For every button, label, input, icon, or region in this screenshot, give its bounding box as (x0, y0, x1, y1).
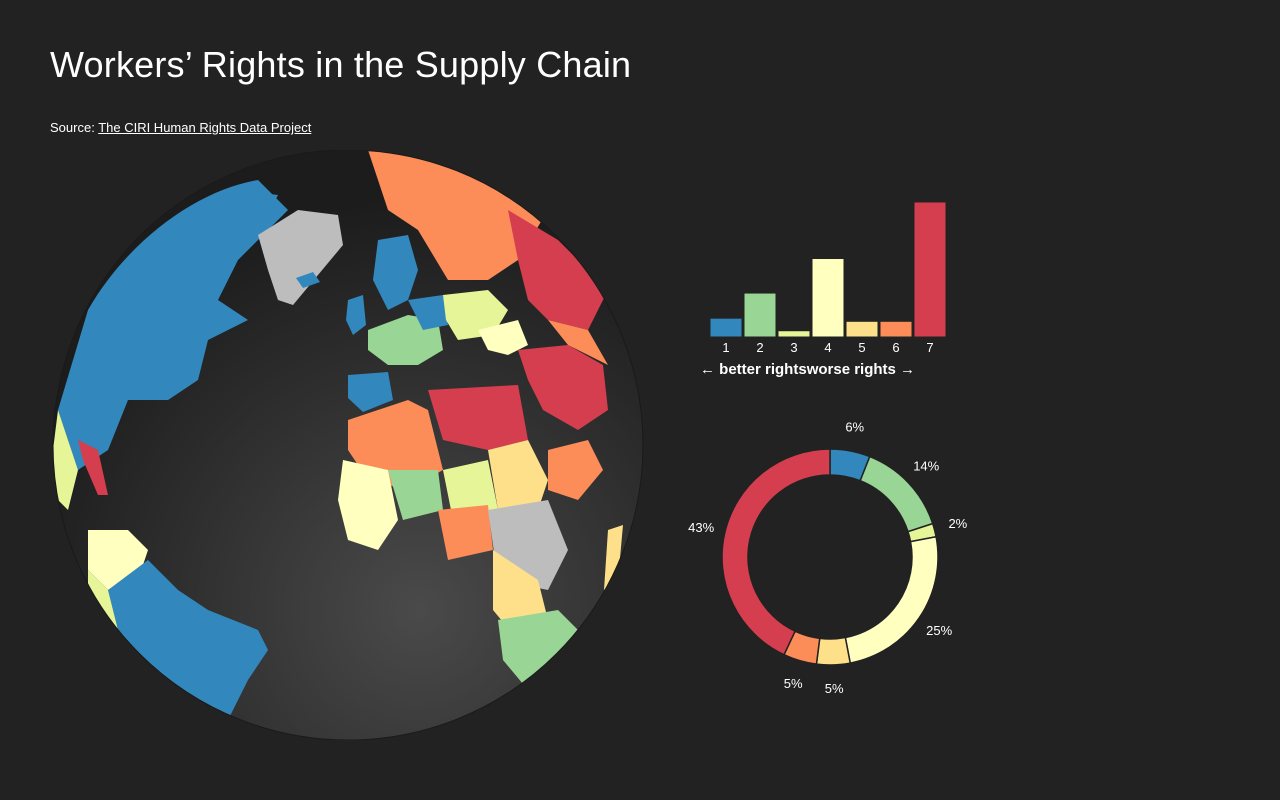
country-canada-arctic[interactable] (198, 190, 278, 235)
donut-label-1: 6% (845, 419, 864, 434)
country-uk[interactable] (346, 295, 366, 335)
bar-rating-1[interactable] (709, 317, 743, 338)
bar-rating-5[interactable] (845, 320, 879, 338)
bar-rating-6[interactable] (879, 320, 913, 338)
country-west-africa[interactable] (338, 460, 398, 550)
source-line: Source: The CIRI Human Rights Data Proje… (50, 120, 311, 135)
country-central-asia[interactable] (508, 210, 608, 330)
country-iceland[interactable] (296, 272, 320, 288)
bar-tick-2: 2 (756, 340, 763, 355)
country-ethiopia-region[interactable] (548, 440, 603, 500)
rating-bar-chart: 1 2 3 4 5 6 7 ← better rightsworse rights → (700, 201, 947, 378)
bar-rating-3[interactable] (777, 330, 811, 338)
country-libya-egypt[interactable] (428, 385, 528, 450)
country-iran-region[interactable] (548, 320, 608, 365)
donut-label-6: 5% (784, 676, 803, 691)
country-iberia[interactable] (348, 372, 393, 412)
world-globe-map[interactable] (48, 150, 648, 740)
country-scandinavia[interactable] (373, 235, 418, 310)
bar-tick-7: 7 (926, 340, 933, 355)
country-north-america[interactable] (58, 180, 288, 470)
source-prefix: Source: (50, 120, 99, 135)
bar-group (709, 201, 947, 338)
country-greenland[interactable] (258, 210, 343, 305)
xlabel-left: ← better rights (700, 361, 807, 378)
country-chad-region[interactable] (443, 460, 498, 520)
bar-rating-7[interactable] (913, 201, 947, 338)
rating-donut-chart: 6% 14% 2% 25% 5% 5% 43% (688, 419, 968, 696)
donut-label-7: 43% (688, 520, 714, 535)
bar-rating-2[interactable] (743, 292, 777, 338)
axis-caption: ← better rightsworse rights → (700, 361, 915, 378)
source-link[interactable]: The CIRI Human Rights Data Project (98, 120, 312, 135)
donut-label-5: 5% (825, 681, 844, 696)
bar-tick-4: 4 (824, 340, 831, 355)
country-cuba[interactable] (78, 440, 108, 495)
page-title: Workers’ Rights in the Supply Chain (50, 44, 632, 85)
donut-slice-4[interactable] (844, 535, 939, 664)
bar-tick-5: 5 (858, 340, 865, 355)
country-turkey-region[interactable] (478, 320, 528, 355)
donut-label-2: 14% (913, 459, 939, 474)
country-sudan-region[interactable] (488, 440, 548, 510)
bar-tick-1: 1 (722, 340, 729, 355)
donut-slice-5[interactable] (815, 636, 852, 666)
country-brazil[interactable] (108, 560, 268, 740)
globe-outline (52, 150, 644, 740)
xlabel-right: worse rights → (806, 361, 915, 378)
bar-tick-6: 6 (892, 340, 899, 355)
country-nigeria[interactable] (438, 505, 493, 560)
donut-group (721, 448, 939, 666)
country-mali-niger[interactable] (388, 470, 443, 520)
bar-ticks: 1 2 3 4 5 6 7 (722, 340, 933, 355)
donut-label-4: 25% (926, 623, 952, 638)
donut-label-3: 2% (948, 516, 967, 531)
donut-labels: 6% 14% 2% 25% 5% 5% 43% (688, 419, 968, 696)
bar-rating-4[interactable] (811, 258, 845, 338)
country-central-europe[interactable] (408, 295, 448, 330)
country-middle-east[interactable] (518, 345, 608, 430)
donut-slice-7[interactable] (721, 448, 831, 656)
bar-tick-3: 3 (790, 340, 797, 355)
